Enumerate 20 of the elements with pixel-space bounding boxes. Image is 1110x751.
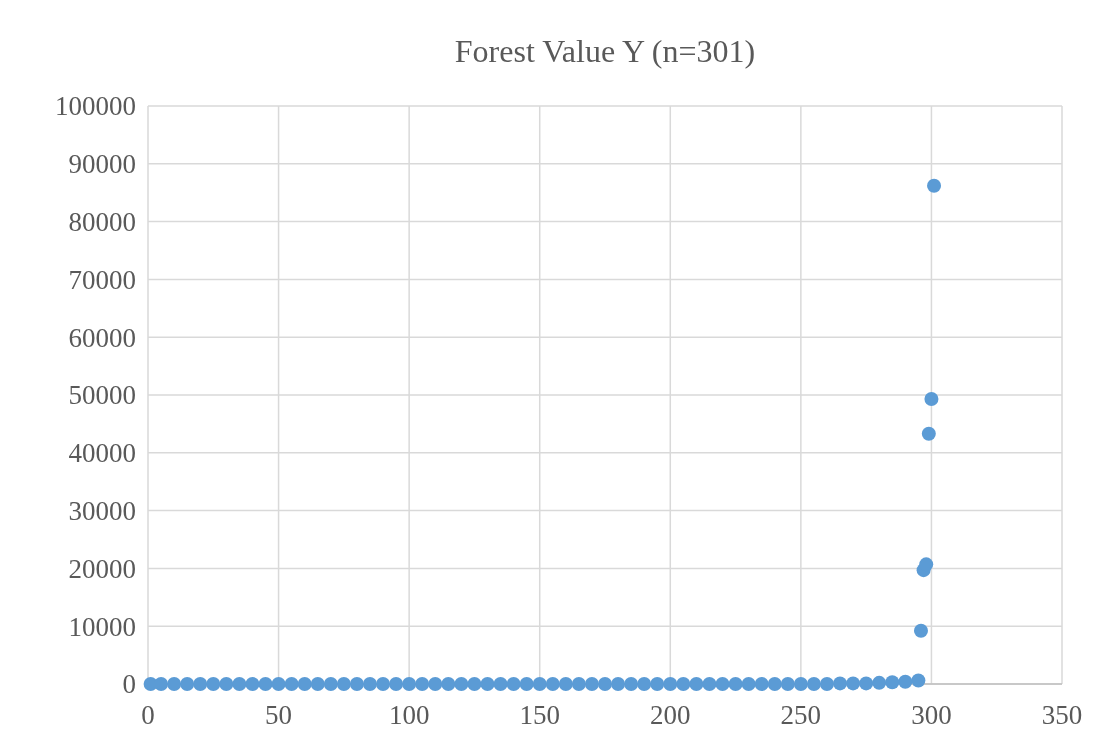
y-tick-label: 100000 bbox=[55, 91, 136, 122]
y-tick-label: 20000 bbox=[68, 553, 136, 584]
x-tick-label: 100 bbox=[388, 700, 430, 730]
x-tick-label: 200 bbox=[650, 700, 691, 730]
x-tick-label: 300 bbox=[911, 700, 952, 730]
x-tick-label: 350 bbox=[1041, 700, 1083, 730]
y-tick-label: 0 bbox=[122, 669, 136, 700]
y-tick-label: 50000 bbox=[68, 380, 136, 411]
y-tick-label: 90000 bbox=[68, 149, 136, 180]
y-tick-label: 40000 bbox=[68, 438, 136, 469]
y-tick-label: 30000 bbox=[68, 496, 136, 527]
y-tick-label: 10000 bbox=[68, 611, 136, 642]
x-tick-label: 0 bbox=[141, 700, 155, 730]
chart-title: Forest Value Y (n=301) bbox=[454, 33, 756, 69]
y-tick-label: 80000 bbox=[68, 207, 136, 238]
y-tick-label: 70000 bbox=[68, 264, 136, 295]
x-tick-label: 50 bbox=[265, 700, 293, 730]
x-tick-label: 150 bbox=[519, 700, 560, 730]
y-tick-label: 60000 bbox=[68, 322, 136, 353]
x-tick-label: 250 bbox=[780, 700, 822, 730]
